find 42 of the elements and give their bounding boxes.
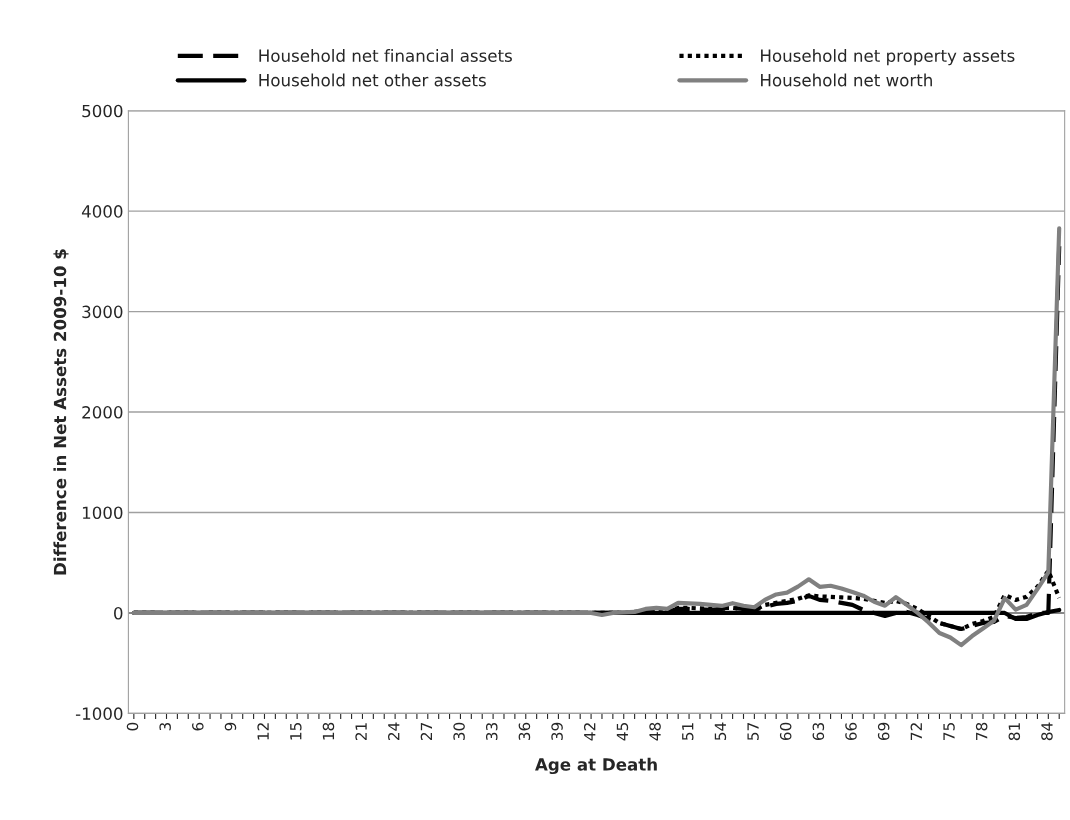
x-tick-label: 0 bbox=[126, 722, 139, 731]
x-tick-label: 84 bbox=[1041, 722, 1053, 741]
x-tick-label: 36 bbox=[518, 722, 531, 741]
x-tick-label: 51 bbox=[682, 723, 694, 740]
x-tick-label: 63 bbox=[812, 722, 825, 741]
x-tick-label: 72 bbox=[910, 723, 922, 740]
x-tick-label: 39 bbox=[551, 722, 563, 741]
x-tick-label: 57 bbox=[747, 723, 759, 740]
y-tick-label: 3000 bbox=[82, 305, 123, 319]
legend-label: Household net property assets bbox=[761, 49, 1015, 66]
x-tick-label: 24 bbox=[388, 722, 400, 741]
x-tick-label: 15 bbox=[290, 723, 302, 740]
x-axis-title: Age at Death bbox=[535, 757, 657, 775]
y-tick-label: 1000 bbox=[82, 506, 123, 520]
y-tick-label: 2000 bbox=[82, 406, 123, 419]
x-tick-label: 18 bbox=[322, 722, 335, 740]
x-tick-label: 54 bbox=[714, 722, 727, 740]
x-tick-label: 21 bbox=[355, 723, 367, 741]
x-tick-label: 12 bbox=[257, 723, 269, 740]
x-tick-label: 78 bbox=[975, 722, 988, 740]
x-tick-label: 30 bbox=[453, 722, 465, 741]
x-tick-label: 75 bbox=[943, 723, 955, 740]
x-tick-label: 66 bbox=[845, 722, 857, 741]
x-tick-label: 3 bbox=[159, 722, 171, 731]
y-tick-label: 5000 bbox=[82, 104, 123, 118]
x-tick-label: 42 bbox=[583, 723, 596, 741]
x-tick-label: 9 bbox=[224, 722, 237, 731]
y-tick-label: 4000 bbox=[81, 205, 123, 218]
x-tick-label: 60 bbox=[779, 722, 792, 741]
y-tick-label: -1000 bbox=[75, 707, 123, 720]
legend-label: Household net other assets bbox=[259, 73, 486, 87]
y-axis-title: Difference in Net Assets 2009-10 $ bbox=[53, 249, 69, 575]
y-tick-label: 0 bbox=[114, 606, 123, 620]
x-tick-label: 81 bbox=[1008, 723, 1021, 741]
x-tick-label: 27 bbox=[420, 723, 432, 741]
legend-label: Household net financial assets bbox=[259, 49, 512, 62]
legend-label: Household net worth bbox=[761, 73, 932, 87]
x-tick-label: 6 bbox=[192, 722, 204, 731]
x-tick-label: 69 bbox=[877, 722, 890, 741]
x-tick-label: 48 bbox=[649, 722, 661, 741]
x-tick-label: 33 bbox=[485, 722, 498, 741]
x-tick-label: 45 bbox=[616, 723, 629, 741]
